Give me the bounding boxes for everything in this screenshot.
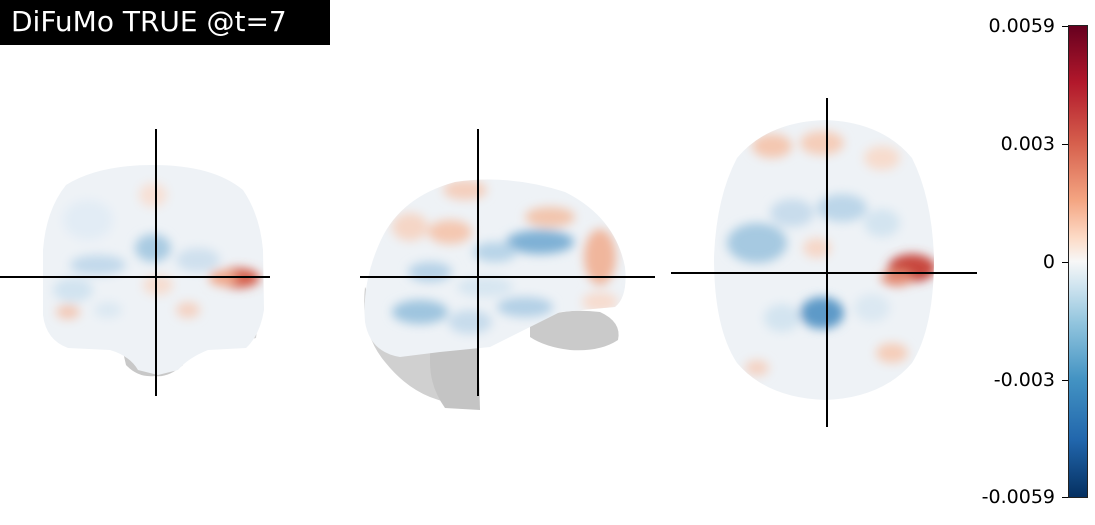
- colorbar-tick-max: 0.0059: [988, 15, 1055, 37]
- sagittal-vertical-cut-line: [477, 129, 479, 396]
- axial-vertical-cut-line: [826, 98, 828, 427]
- sagittal-view: [360, 172, 632, 412]
- colorbar-tick-min: -0.0059: [981, 486, 1055, 508]
- axial-view: [712, 118, 938, 402]
- coronal-vertical-cut-line: [155, 129, 157, 396]
- colorbar-tick-lower: -0.003: [993, 369, 1055, 391]
- colorbar-tick-upper: 0.003: [1000, 133, 1055, 155]
- colorbar: [1068, 25, 1088, 498]
- coronal-horizontal-cut-line: [0, 276, 270, 278]
- axial-horizontal-cut-line: [671, 272, 977, 274]
- coronal-view: [38, 160, 270, 380]
- figure-title: DiFuMo TRUE @t=7: [0, 0, 330, 45]
- colorbar-tick-zero: 0: [1042, 251, 1055, 273]
- sagittal-horizontal-cut-line: [360, 276, 655, 278]
